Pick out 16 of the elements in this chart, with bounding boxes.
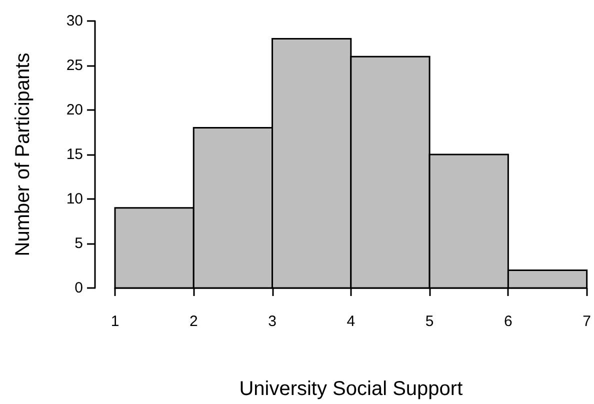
x-tick-label: 4	[346, 313, 356, 330]
x-tick-label: 3	[268, 313, 276, 330]
y-tick-label: 30	[66, 12, 83, 30]
x-axis-title: University Social Support	[239, 378, 464, 400]
x-tick-label: 2	[189, 313, 198, 330]
x-tick-label: 1	[110, 313, 120, 330]
x-tick-label: 5	[425, 313, 434, 330]
y-tick-label: 20	[66, 102, 83, 118]
y-tick-label: 10	[66, 190, 83, 208]
x-tick-label: 6	[504, 313, 512, 330]
y-tick-label: 15	[66, 146, 83, 163]
y-tick-label: 5	[74, 235, 83, 252]
y-tick-label: 25	[66, 57, 83, 74]
y-axis-title: Number of Participants	[12, 52, 34, 256]
x-tick-label: 7	[582, 313, 591, 330]
y-tick-label: 0	[74, 280, 83, 296]
